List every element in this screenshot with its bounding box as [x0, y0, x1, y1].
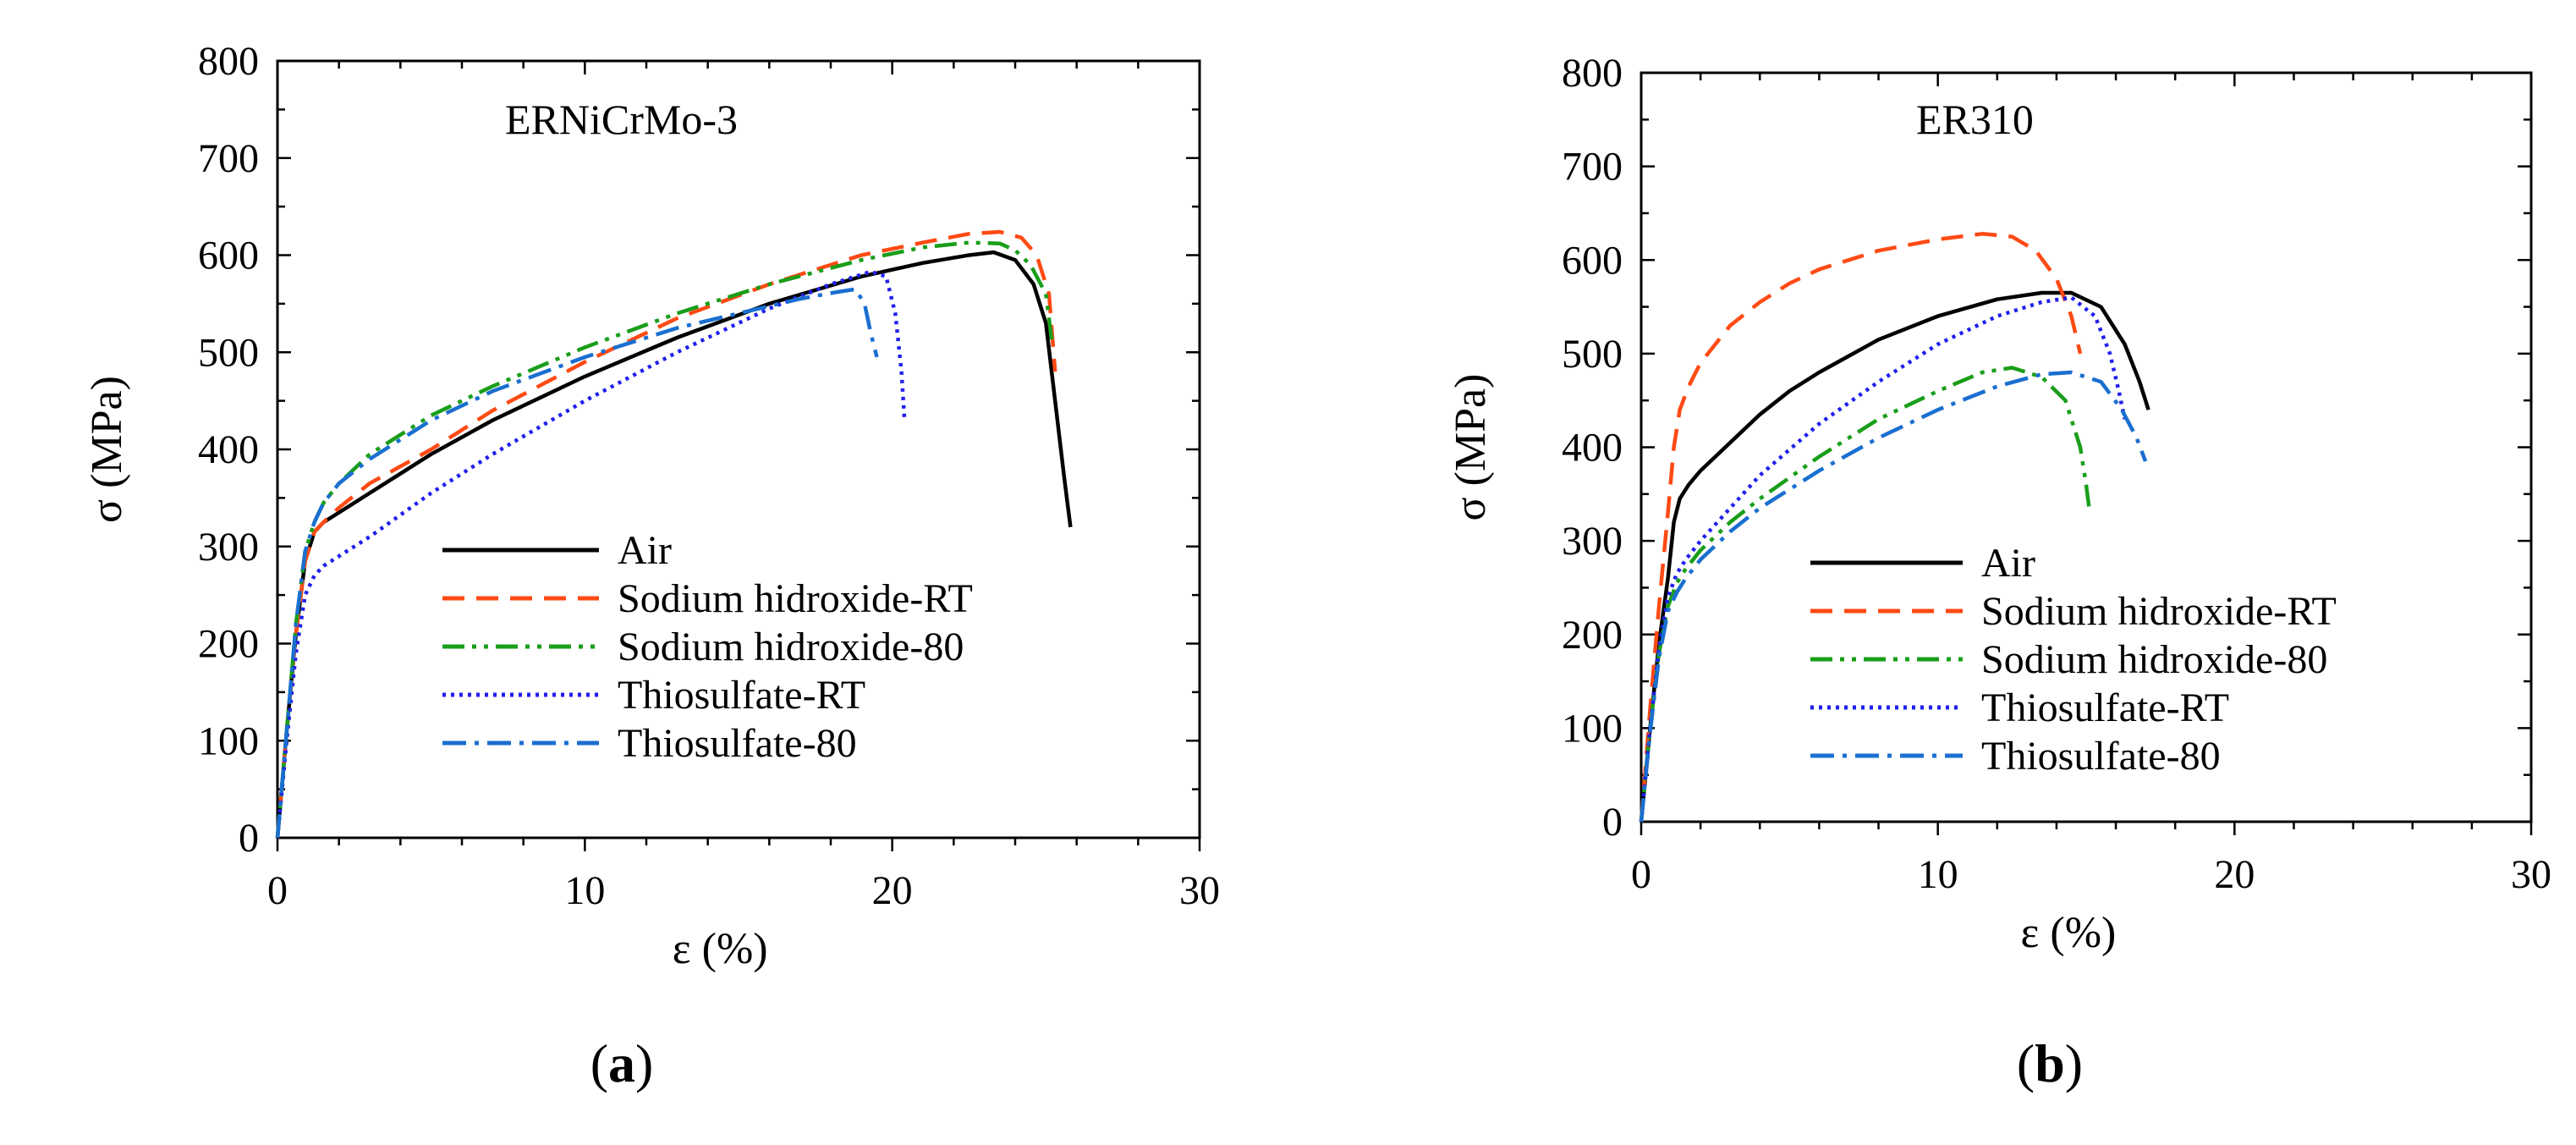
- caption-paren: ): [2065, 1033, 2083, 1093]
- y-tick-label: 200: [1562, 613, 1623, 658]
- panel-caption: (b): [2017, 1033, 2083, 1093]
- x-tick-label: 30: [2511, 852, 2551, 897]
- y-tick-label: 100: [1562, 706, 1623, 751]
- x-tick-label: 30: [1179, 868, 1220, 913]
- series-line-air: [275, 250, 1073, 839]
- caption-letter: b: [2035, 1033, 2065, 1093]
- x-tick-label: 10: [1918, 852, 1958, 897]
- x-tick-label: 0: [267, 868, 288, 913]
- y-tick-label: 400: [198, 427, 259, 472]
- legend-label: Thiosulfate-80: [1981, 734, 2221, 779]
- y-tick-label: 600: [1562, 238, 1623, 283]
- legend-label: Sodium hidroxide-80: [618, 625, 964, 669]
- y-tick-label: 700: [1562, 145, 1623, 190]
- legend-label: Thiosulfate-RT: [618, 673, 865, 718]
- y-tick-label: 400: [1562, 426, 1623, 471]
- series-line-sodium-hidroxide-80: [1639, 366, 2091, 823]
- series-line-thiosulfate-80: [275, 287, 879, 839]
- x-tick-label: 20: [2214, 852, 2255, 897]
- y-tick-label: 0: [239, 816, 259, 861]
- series-line-air: [1639, 290, 2150, 823]
- chart-panel-b: 0 100 200 300 400 500 600 700 800 0 10 20 30 ε (%) σ (…: [1447, 51, 2551, 1093]
- series-line-sodium-hidroxide-rt: [275, 229, 1057, 839]
- caption-paren: (: [590, 1033, 608, 1093]
- series-lines: [275, 229, 1073, 839]
- caption-paren: ): [635, 1033, 653, 1093]
- y-tick-label: 500: [1562, 332, 1623, 377]
- x-axis-label: ε (%): [673, 925, 768, 973]
- x-tick-label: 0: [1631, 852, 1651, 897]
- legend-label: Thiosulfate-RT: [1981, 685, 2229, 730]
- y-tick-label: 100: [198, 718, 259, 763]
- y-tick-label: 800: [198, 39, 259, 84]
- legend-label: Sodium hidroxide-RT: [618, 576, 973, 621]
- legend-label: Sodium hidroxide-RT: [1981, 589, 2337, 634]
- legend-label: Air: [618, 528, 672, 573]
- y-axis-label: σ (MPa): [83, 376, 131, 523]
- y-axis-label: σ (MPa): [1447, 374, 1495, 521]
- chart-title: ERNiCrMo-3: [505, 96, 738, 143]
- x-tick-label: 20: [872, 868, 913, 913]
- x-axis-label: ε (%): [2021, 909, 2117, 957]
- series-lines: [1639, 232, 2150, 823]
- panel-caption: (a): [590, 1033, 654, 1093]
- caption-paren: (: [2017, 1033, 2035, 1093]
- legend-label: Air: [1981, 541, 2035, 586]
- y-tick-label: 500: [198, 330, 259, 375]
- y-tick-label: 800: [1562, 51, 1623, 96]
- y-tick-label: 300: [198, 525, 259, 570]
- series-line-sodium-hidroxide-80: [275, 240, 1054, 839]
- y-tick-label: 600: [198, 234, 259, 278]
- y-tick-label: 0: [1602, 800, 1623, 845]
- chart-panel-a: 0 100 200 300 400 500 600 700 800 0 10 20 30 ε (%) σ (…: [83, 39, 1220, 1093]
- series-line-thiosulfate-80: [1639, 370, 2148, 823]
- caption-letter: a: [608, 1033, 635, 1093]
- y-tick-label: 300: [1562, 519, 1623, 564]
- series-line-thiosulfate-rt: [1639, 295, 2127, 823]
- y-tick-label: 700: [198, 136, 259, 181]
- series-line-sodium-hidroxide-rt: [1639, 232, 2083, 823]
- chart-title: ER310: [1916, 96, 2034, 143]
- y-tick-label: 200: [198, 622, 259, 667]
- x-tick-label: 10: [564, 868, 605, 913]
- legend-label: Sodium hidroxide-80: [1981, 637, 2327, 682]
- legend-label: Thiosulfate-80: [618, 721, 857, 766]
